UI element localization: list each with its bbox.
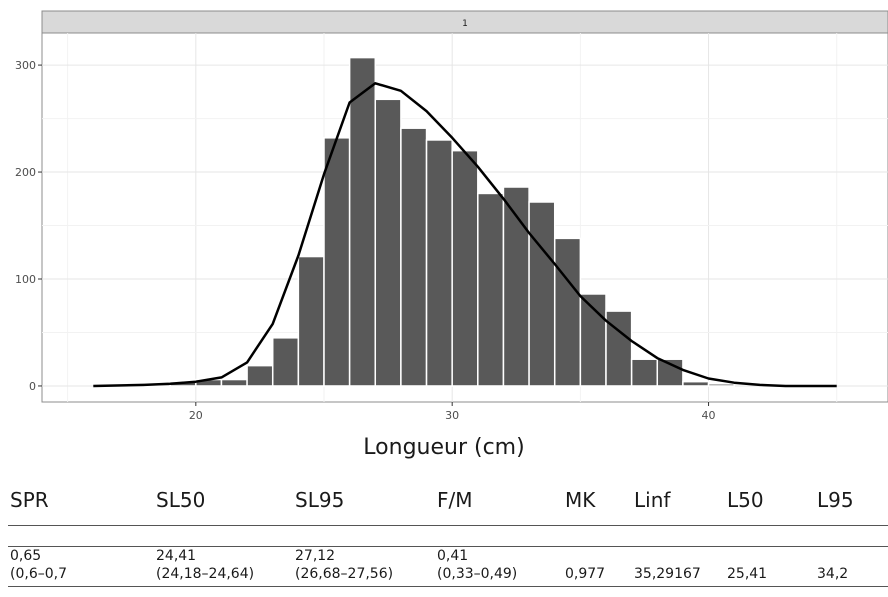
header-sl95: SL95 [295,488,345,512]
histogram-bar [374,98,402,387]
table-rule-bottom [8,586,888,587]
cell-sl50-value: 24,41 [156,548,197,564]
cell-mk: 0,977 [565,566,606,582]
histogram-bar [246,364,274,387]
y-tick-label: 200 [15,166,36,179]
y-tick-label: 100 [15,273,36,286]
facet-label: 1 [462,19,468,29]
y-tick-label: 300 [15,59,36,72]
histogram-bar [425,139,453,387]
histogram-bar [323,137,351,387]
cell-sl95-ci: (26,68–27,56) [295,566,394,582]
cell-sl50-ci: (24,18–24,64) [156,566,255,582]
y-tick-label: 0 [29,380,36,393]
histogram-bar [630,358,659,387]
histogram-bar [682,380,710,387]
histogram-bar [477,192,505,387]
x-axis-title: Longueur (cm) [363,435,525,460]
table-rule-mid [8,546,888,547]
histogram-bar [707,383,735,387]
header-l95: L95 [817,488,854,512]
histogram-bar [502,186,530,387]
x-tick-label: 30 [445,409,459,422]
x-tick-label: 40 [702,409,716,422]
histogram-bar [348,56,377,387]
cell-fm-ci: (0,33–0,49) [437,566,518,582]
histogram-bar [553,237,582,387]
density-curve [93,82,837,388]
histogram-bar [451,149,479,387]
histogram-bar [297,255,325,387]
histogram-chart: 1 0 100 200 300 20 30 40 [15,10,888,422]
cell-fm-value: 0,41 [437,548,469,564]
histogram-bar [271,337,300,387]
cell-spr-value: 0,65 [10,548,42,564]
parameter-table: SPR SL50 SL95 F/M MK Linf L50 L95 0,65 2… [0,488,888,597]
header-spr: SPR [10,488,49,512]
header-linf: Linf [634,488,671,512]
axis-ticks: 0 100 200 300 20 30 40 [15,59,716,422]
histogram-bar [528,201,556,387]
cell-l95: 34,2 [817,566,849,582]
cell-l50: 25,41 [727,566,768,582]
cell-linf: 35,29167 [634,566,701,582]
histogram-bar [220,378,248,387]
cell-spr-ci: (0,6–0,7 [10,566,67,582]
header-l50: L50 [727,488,764,512]
header-mk: MK [565,488,596,512]
x-tick-label: 20 [189,409,203,422]
fitted-curve [93,82,837,388]
histogram-bar [400,127,428,387]
header-fm: F/M [437,488,473,512]
header-sl50: SL50 [156,488,206,512]
table-rule-top [8,525,888,526]
cell-sl95-value: 27,12 [295,548,336,564]
